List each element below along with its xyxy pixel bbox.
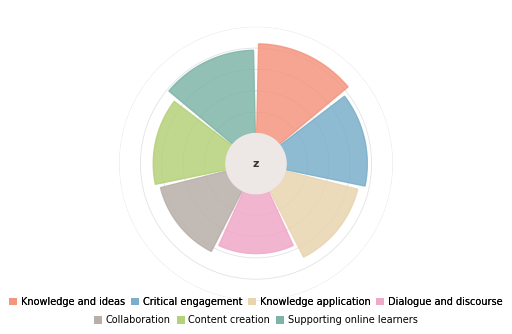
Polygon shape <box>226 134 286 194</box>
Polygon shape <box>257 44 348 144</box>
Polygon shape <box>270 171 358 257</box>
Legend: Knowledge and ideas, Critical engagement, Knowledge application, Dialogue and di: Knowledge and ideas, Critical engagement… <box>6 293 506 311</box>
Polygon shape <box>153 101 232 184</box>
Polygon shape <box>169 50 255 144</box>
Legend: Collaboration, Content creation, Supporting online learners: Collaboration, Content creation, Support… <box>91 311 421 329</box>
Polygon shape <box>219 191 293 254</box>
Polygon shape <box>160 171 242 252</box>
Polygon shape <box>280 96 367 186</box>
Text: z: z <box>253 159 259 169</box>
